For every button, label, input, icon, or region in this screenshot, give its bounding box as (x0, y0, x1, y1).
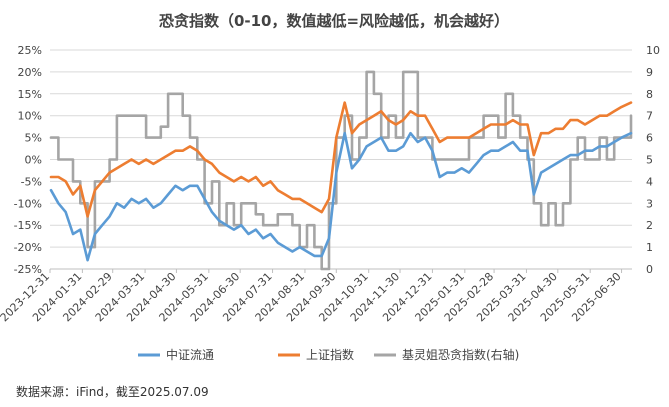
right-tick-label: 2 (646, 219, 653, 232)
legend: 中证流通 上证指数 基灵姐恐贪指数(右轴) (138, 347, 519, 362)
left-tick-label: 15% (18, 88, 42, 101)
right-tick-label: 0 (646, 263, 653, 276)
series-lines (49, 70, 633, 271)
legend-label: 上证指数 (306, 347, 354, 362)
left-axis-ticks: 25% 20% 15% 10% 5% 0% -5% -10% -15% -20% -25% (14, 44, 42, 276)
x-axis-ticks: 2023-12-312024-01-312024-02-292024-03-31… (0, 269, 624, 324)
grid-lines (50, 49, 632, 270)
right-tick-label: 4 (646, 175, 653, 188)
data-source-note: 数据来源：iFind，截至2025.07.09 (16, 384, 209, 399)
series-line-s0 (49, 131, 633, 262)
left-tick-label: 10% (18, 110, 42, 123)
left-tick-label: -20% (14, 241, 42, 254)
right-tick-label: 9 (646, 66, 653, 79)
legend-label: 基灵姐恐贪指数(右轴) (402, 347, 519, 362)
series-line-s1 (49, 101, 633, 218)
right-tick-label: 6 (646, 132, 653, 145)
left-tick-label: 0% (25, 154, 42, 167)
right-tick-label: 10 (646, 44, 660, 57)
left-tick-label: 5% (25, 132, 42, 145)
left-tick-label: 25% (18, 44, 42, 57)
left-tick-label: -25% (14, 263, 42, 276)
right-tick-label: 8 (646, 88, 653, 101)
right-tick-label: 5 (646, 154, 653, 167)
chart-title: 恐贪指数（0-10，数值越低=风险越低，机会越好） (159, 12, 509, 30)
right-tick-label: 7 (646, 110, 653, 123)
right-tick-label: 3 (646, 197, 653, 210)
right-tick-label: 1 (646, 241, 653, 254)
legend-label: 中证流通 (166, 347, 214, 362)
series-line-s2 (49, 70, 633, 271)
left-tick-label: -15% (14, 219, 42, 232)
left-tick-label: -5% (21, 175, 42, 188)
left-tick-label: 20% (18, 66, 42, 79)
left-tick-label: -10% (14, 197, 42, 210)
